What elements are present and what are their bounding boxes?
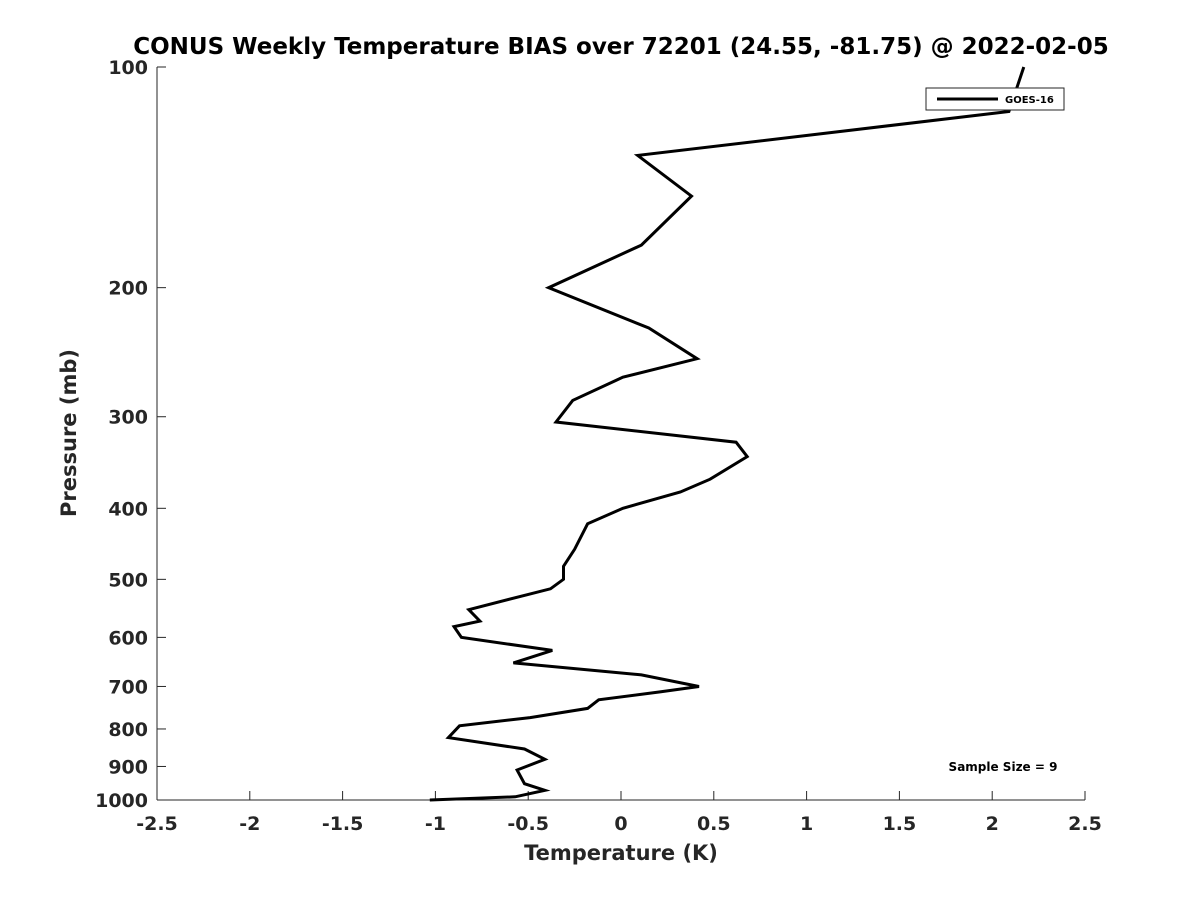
- y-tick-label: 400: [108, 498, 148, 520]
- chart-title: CONUS Weekly Temperature BIAS over 72201…: [133, 34, 1108, 60]
- y-tick-label: 600: [108, 627, 148, 649]
- y-tick-label: 1000: [95, 790, 148, 812]
- y-axis-label: Pressure (mb): [57, 349, 81, 517]
- x-tick-label: -0.5: [507, 813, 549, 835]
- y-tick-label: 900: [108, 756, 148, 778]
- y-tick-label: 500: [108, 569, 148, 591]
- y-tick-label: 100: [108, 57, 148, 79]
- x-tick-label: 0.5: [697, 813, 731, 835]
- x-tick-label: 0: [614, 813, 627, 835]
- x-tick-label: 2.5: [1068, 813, 1102, 835]
- axes: -2.5 -2 -1.5 -1 -0.5 0 0.5 1 1.5 2 2.5 100 200 300 400…: [95, 57, 1102, 835]
- x-axis-label: Temperature (K): [524, 841, 718, 865]
- y-tick-label: 700: [108, 676, 148, 698]
- x-tick-label: -1: [425, 813, 446, 835]
- x-tick-label: 1.5: [883, 813, 917, 835]
- plot-area: [157, 67, 1085, 800]
- sample-size-annotation: Sample Size = 9: [949, 760, 1058, 774]
- legend-entry: GOES-16: [1005, 95, 1054, 106]
- x-tick-label: -2: [239, 813, 260, 835]
- x-tick-label: -1.5: [322, 813, 364, 835]
- y-tick-label: 200: [108, 278, 148, 300]
- series-layer: [429, 66, 1026, 802]
- x-tick-label: 1: [800, 813, 813, 835]
- x-tick-label: -2.5: [136, 813, 178, 835]
- legend: GOES-16: [925, 87, 1065, 111]
- y-tick-label: 300: [108, 407, 148, 429]
- x-tick-label: 2: [986, 813, 999, 835]
- series-line-goes-16: [429, 66, 1026, 802]
- y-tick-label: 800: [108, 719, 148, 741]
